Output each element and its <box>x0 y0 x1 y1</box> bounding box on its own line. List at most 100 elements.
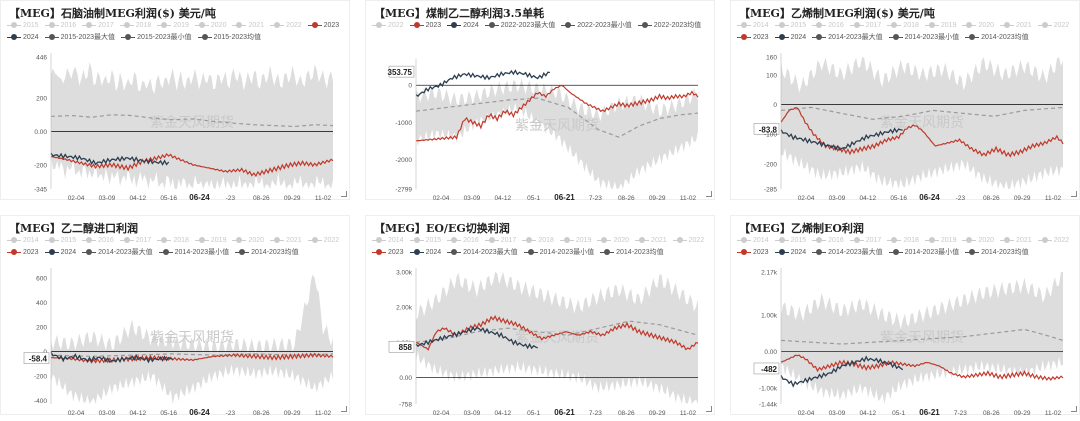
legend-item[interactable]: 2022 <box>672 235 704 247</box>
legend-item[interactable]: 2020 <box>962 20 994 32</box>
legend-item[interactable]: 2016 <box>82 235 114 247</box>
y-tick-label: 0 <box>408 83 412 90</box>
watermark: 紫金天风期货 <box>150 329 234 346</box>
legend-item[interactable]: 2016 <box>812 235 844 247</box>
legend-item[interactable]: 2022 <box>1037 20 1069 32</box>
legend-line-icon <box>849 236 864 243</box>
legend-item[interactable]: 2021 <box>232 20 264 32</box>
legend-item[interactable]: 2018 <box>119 20 151 32</box>
legend-item[interactable]: 2018 <box>157 235 189 247</box>
legend-item[interactable]: 2020 <box>962 235 994 247</box>
legend-item[interactable]: 2023 <box>372 247 404 259</box>
legend-item[interactable]: 2014-2023均值 <box>600 247 664 259</box>
legend-item[interactable]: 2021 <box>270 235 302 247</box>
legend-item[interactable]: 2022 <box>1037 235 1069 247</box>
legend-item[interactable]: 2014-2023最大值 <box>812 32 883 44</box>
legend-item[interactable]: 2022 <box>372 20 404 32</box>
legend-item[interactable]: 2022 <box>270 20 302 32</box>
legend-item[interactable]: 2014-2023均值 <box>235 247 299 259</box>
resize-handle[interactable] <box>1071 191 1077 197</box>
legend-line-icon <box>307 236 322 243</box>
legend-item[interactable]: 2014 <box>7 235 39 247</box>
legend-item[interactable]: 2024 <box>774 32 806 44</box>
legend-item[interactable]: 2018 <box>887 235 919 247</box>
legend-item[interactable]: 2020 <box>194 20 226 32</box>
legend-item[interactable]: 2016 <box>812 20 844 32</box>
legend-item[interactable]: 2014-2023最大值 <box>447 247 518 259</box>
legend-item[interactable]: 2017 <box>82 20 114 32</box>
legend-item[interactable]: 2015 <box>7 20 39 32</box>
legend-item[interactable]: 2015-2023最大值 <box>44 32 115 44</box>
legend-item[interactable]: 2023 <box>7 247 39 259</box>
legend-line-icon <box>235 248 250 255</box>
legend-label: 2015-2023最小值 <box>137 34 192 41</box>
legend-item[interactable]: 2014 <box>372 235 404 247</box>
legend-item[interactable]: 2021 <box>1000 20 1032 32</box>
chart-canvas: 紫金天风期货 353.75 0 -1000 -2000 -2799 02-04 03-09 04… <box>388 59 699 201</box>
legend-item[interactable]: 2019 <box>157 20 189 32</box>
legend-item[interactable]: 2023 <box>409 20 441 32</box>
legend-item[interactable]: 2017 <box>849 235 881 247</box>
legend-item[interactable]: 2022-2023最大值 <box>484 20 556 32</box>
resize-handle[interactable] <box>341 406 347 412</box>
legend-item[interactable]: 2023 <box>737 247 769 259</box>
legend-line-icon <box>737 33 751 40</box>
x-tick-label: 03-09 <box>829 195 846 201</box>
resize-handle[interactable] <box>706 191 712 197</box>
legend-item[interactable]: 2014-2023均值 <box>965 247 1029 259</box>
resize-handle[interactable] <box>1071 406 1077 412</box>
legend-item[interactable]: 2022-2023均值 <box>637 20 701 32</box>
legend-item[interactable]: 2014 <box>737 235 769 247</box>
legend-item[interactable]: 2019 <box>924 235 956 247</box>
legend-item[interactable]: 2015 <box>774 20 806 32</box>
legend-item[interactable]: 2020 <box>232 235 264 247</box>
legend-item[interactable]: 2023 <box>307 20 339 32</box>
legend-item[interactable]: 2024 <box>409 247 441 259</box>
legend-item[interactable]: 2015 <box>409 235 441 247</box>
legend-item[interactable]: 2015 <box>44 235 76 247</box>
legend-item[interactable]: 2015-2023最小值 <box>121 32 192 44</box>
resize-handle[interactable] <box>341 191 347 197</box>
legend-item[interactable]: 2019 <box>559 235 591 247</box>
legend-item[interactable]: 2019 <box>924 20 956 32</box>
legend-item[interactable]: 2015 <box>774 235 806 247</box>
x-tick-label: 04-12 <box>129 195 146 201</box>
y-tick-label: 353.75 <box>388 68 413 77</box>
legend-item[interactable]: 2014-2023最小值 <box>523 247 594 259</box>
legend-item[interactable]: 2014-2023均值 <box>965 32 1029 44</box>
legend-item[interactable]: 2014-2023最大值 <box>812 247 883 259</box>
legend-item[interactable]: 2021 <box>635 235 667 247</box>
legend-item[interactable]: 2016 <box>44 20 76 32</box>
legend-item[interactable]: 2015-2023均值 <box>197 32 261 44</box>
legend-item[interactable]: 2017 <box>849 20 881 32</box>
legend-line-icon <box>812 33 827 40</box>
legend-item[interactable]: 2021 <box>1000 235 1032 247</box>
legend-line-icon <box>447 236 462 243</box>
legend-item[interactable]: 2018 <box>522 235 554 247</box>
x-tick-label: 02-04 <box>68 195 85 201</box>
legend-item[interactable]: 2014-2023最小值 <box>888 32 959 44</box>
legend-item[interactable]: 2024 <box>7 32 39 44</box>
legend-item[interactable]: 2016 <box>447 235 479 247</box>
legend-item[interactable]: 2014-2023最大值 <box>82 247 153 259</box>
legend-item[interactable]: 2024 <box>44 247 76 259</box>
legend-item[interactable]: 2019 <box>194 235 226 247</box>
legend-item[interactable]: 2014-2023最小值 <box>158 247 229 259</box>
watermark: 紫金天风期货 <box>515 117 599 134</box>
resize-handle[interactable] <box>706 406 712 412</box>
y-tick-label: -2000 <box>395 157 412 164</box>
legend-item[interactable]: 2018 <box>887 20 919 32</box>
x-tick-label: 06-21 <box>554 408 575 416</box>
legend-item[interactable]: 2023 <box>737 32 769 44</box>
legend-item[interactable]: 2024 <box>774 247 806 259</box>
legend-item[interactable]: 2022 <box>307 235 339 247</box>
chart-panel-5: 【MEG】EO/EG切换利润 2014 2015 2016 2017 2018 2019 20… <box>365 215 715 416</box>
legend-label: 2022-2023最大值 <box>500 22 556 29</box>
legend-item[interactable]: 2014-2023最小值 <box>888 247 959 259</box>
legend-item[interactable]: 2017 <box>119 235 151 247</box>
legend-item[interactable]: 2017 <box>484 235 516 247</box>
legend-item[interactable]: 2020 <box>597 235 629 247</box>
legend-item[interactable]: 2014 <box>737 20 769 32</box>
legend-item[interactable]: 2022-2023最小值 <box>561 20 632 32</box>
legend-item[interactable]: 2024 <box>447 20 479 32</box>
